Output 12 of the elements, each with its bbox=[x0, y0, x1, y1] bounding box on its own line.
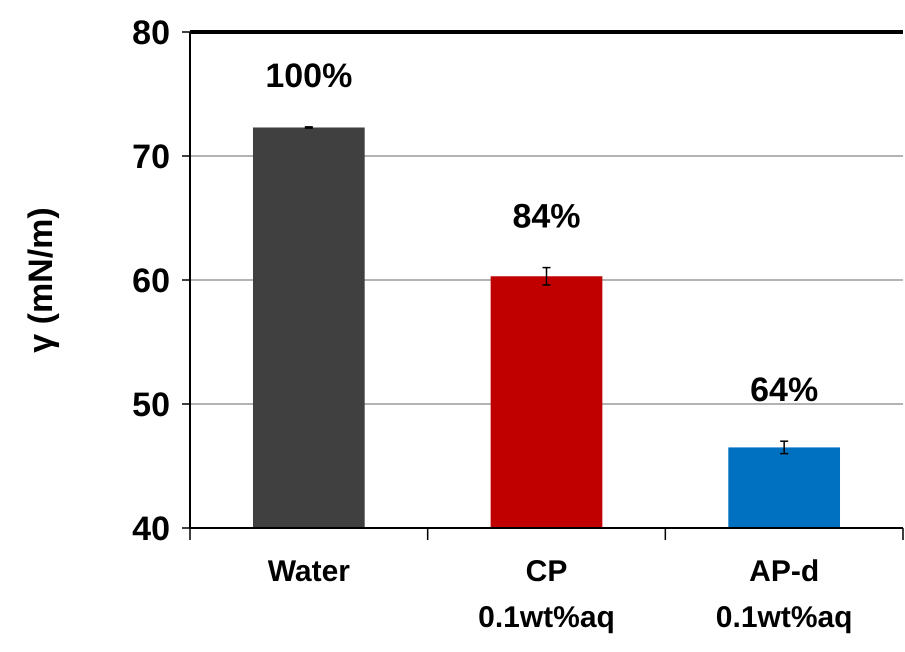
y-tick-label: 60 bbox=[132, 262, 170, 300]
annotation: 84% bbox=[512, 198, 581, 236]
x-tick-label: CP 0.1wt%aq bbox=[478, 555, 615, 634]
y-tick-label: 70 bbox=[132, 138, 170, 176]
annotation: 64% bbox=[750, 371, 818, 410]
y-tick-label: 80 bbox=[132, 14, 170, 52]
annotation: 100% bbox=[265, 56, 352, 95]
y-axis-title: γ (mN/m) bbox=[22, 207, 60, 353]
y-tick-label: 40 bbox=[132, 510, 170, 548]
x-tick-label: Water bbox=[268, 555, 350, 588]
y-tick-label: 50 bbox=[132, 386, 170, 424]
x-tick-label: AP-d 0.1wt%aq bbox=[716, 555, 853, 634]
